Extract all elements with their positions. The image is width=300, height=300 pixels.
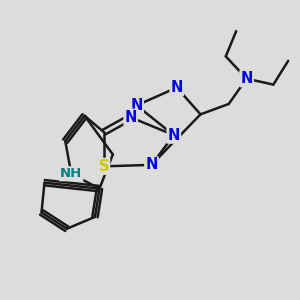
Text: N: N xyxy=(130,98,143,113)
Text: S: S xyxy=(99,159,109,174)
Text: N: N xyxy=(171,80,183,95)
Text: N: N xyxy=(124,110,137,125)
Text: N: N xyxy=(240,71,253,86)
Text: NH: NH xyxy=(60,167,82,180)
Text: N: N xyxy=(168,128,180,142)
Text: N: N xyxy=(145,158,158,172)
